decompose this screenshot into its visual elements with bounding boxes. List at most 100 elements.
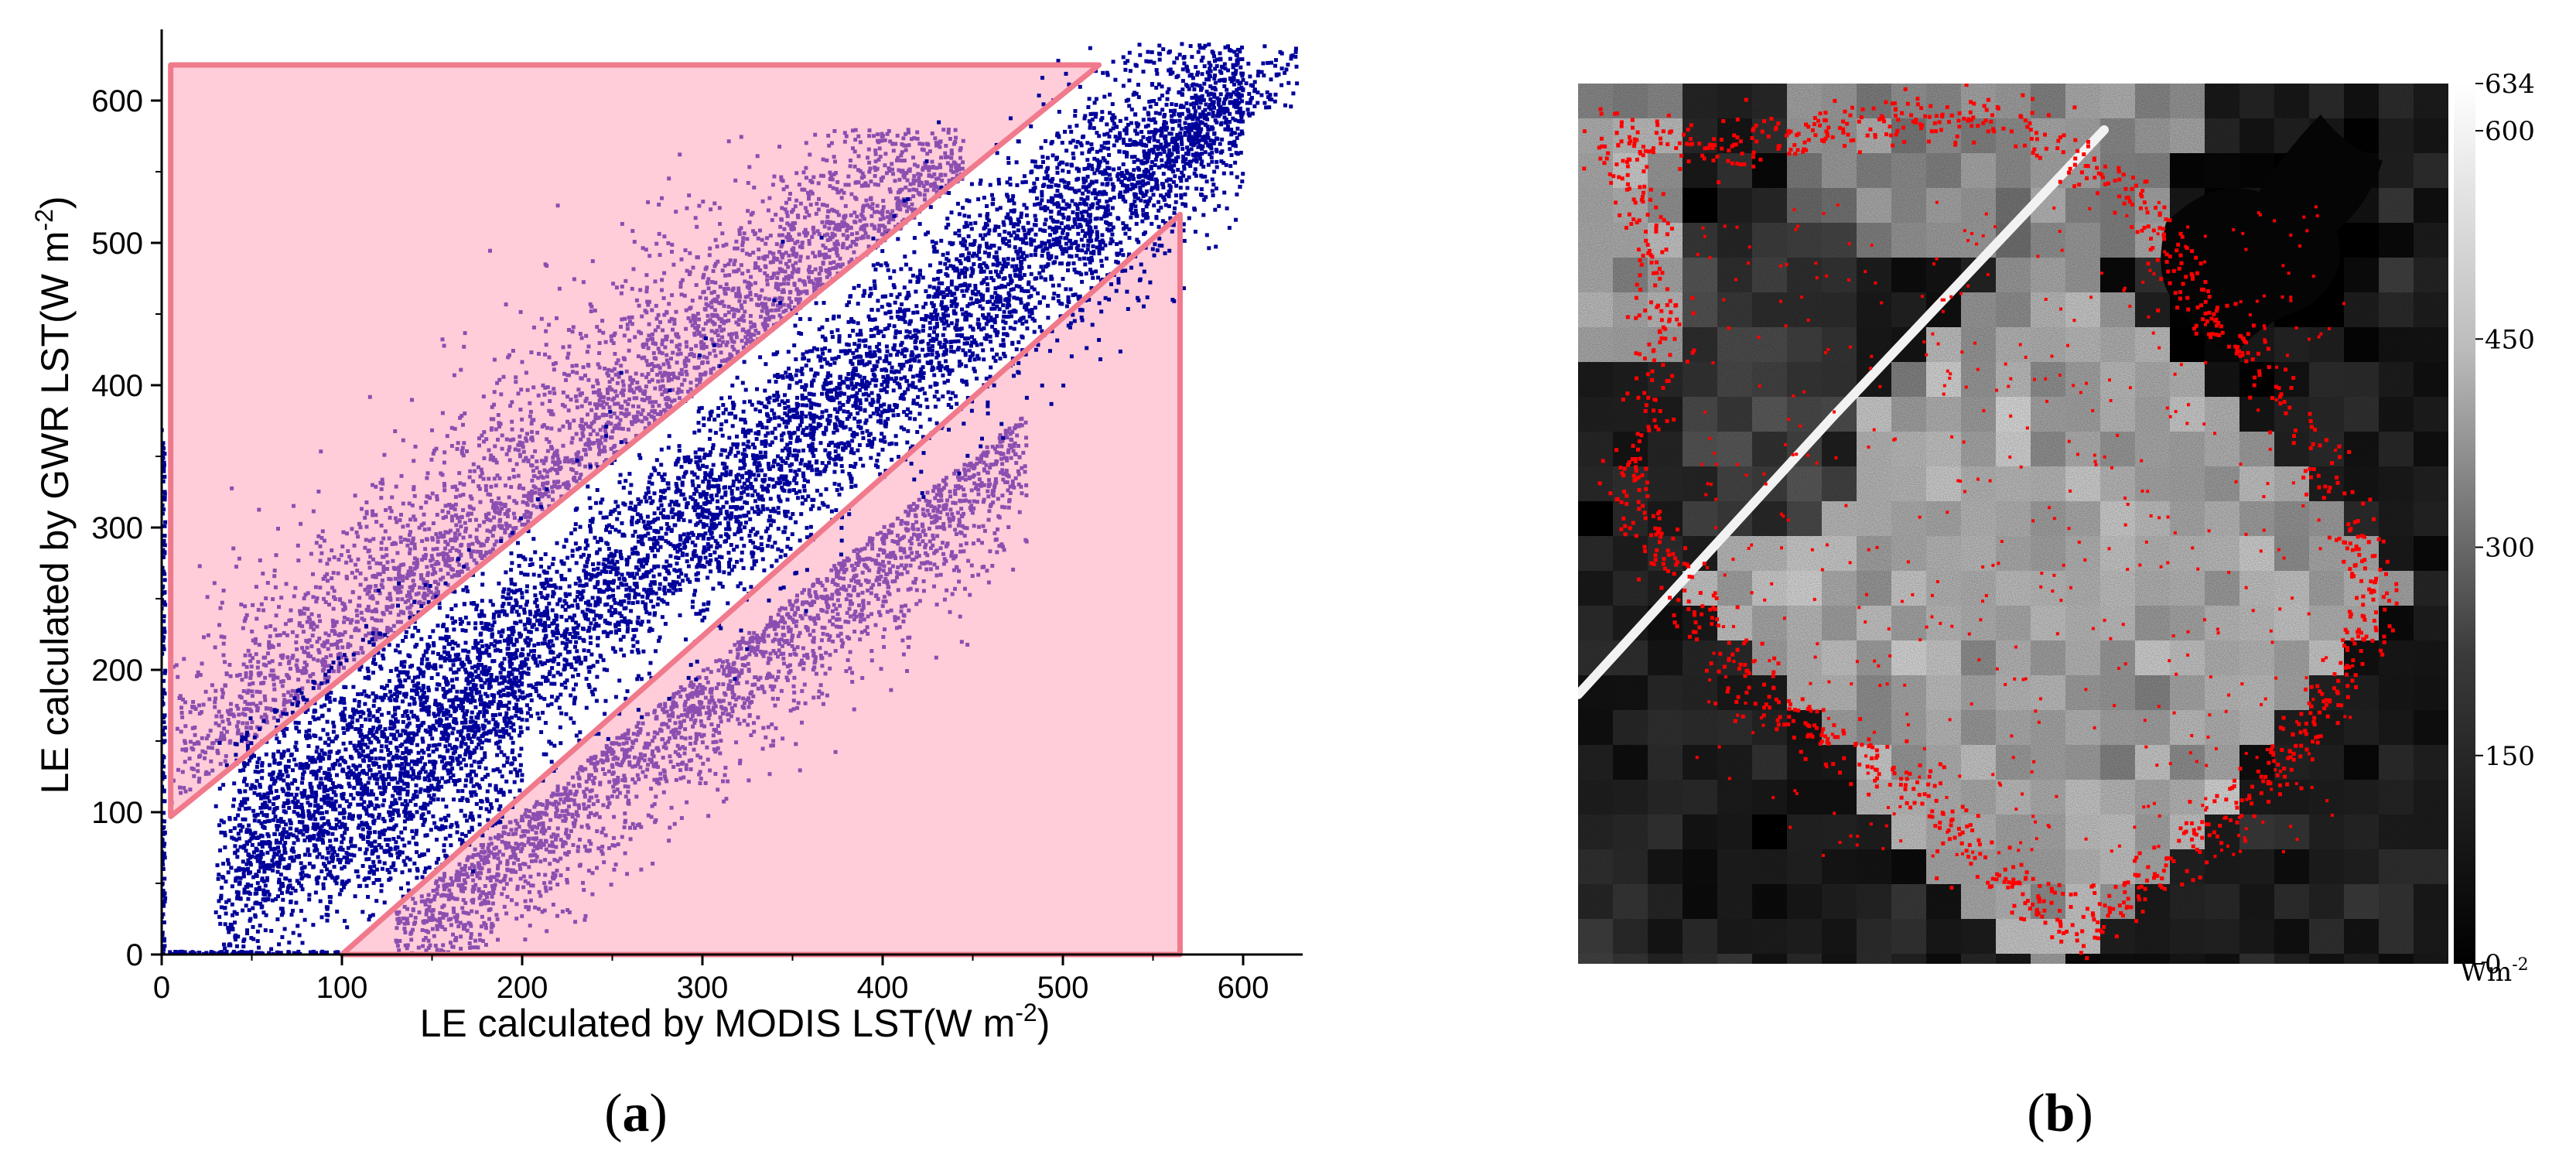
scatter-point [958, 155, 962, 160]
scatter-point [791, 249, 796, 253]
scatter-point [226, 718, 231, 722]
scatter-point [572, 478, 576, 483]
scatter-point [526, 519, 531, 524]
scatter-point [477, 896, 482, 900]
scatter-point [969, 563, 974, 568]
scatter-point [873, 159, 878, 164]
scatter-point [758, 228, 762, 233]
scatter-point [574, 479, 579, 483]
scatter-point [897, 625, 902, 630]
scatter-point [756, 644, 760, 649]
scatter-point [630, 745, 634, 750]
scatter-point [718, 751, 723, 756]
scatter-point [316, 685, 321, 690]
scatter-point [569, 797, 573, 802]
scatter-point [542, 827, 546, 832]
scatter-point [483, 892, 488, 896]
scatter-point [234, 565, 238, 569]
scatter-point [449, 923, 453, 927]
scatter-point [661, 722, 666, 726]
scatter-point [835, 224, 839, 228]
scatter-point [412, 459, 416, 463]
scatter-point [904, 509, 908, 514]
scatter-point [729, 687, 734, 692]
scatter-point [953, 528, 958, 532]
scatter-point [716, 333, 720, 337]
scatter-point [431, 451, 436, 456]
scatter-point [561, 390, 565, 394]
scatter-point [644, 712, 649, 716]
scatter-point [326, 579, 330, 583]
scatter-point [880, 212, 885, 217]
scatter-point [699, 719, 703, 723]
scatter-point [268, 673, 273, 678]
scatter-point [923, 533, 928, 537]
scatter-point [454, 513, 458, 517]
scatter-point [552, 480, 556, 484]
scatter-point [741, 640, 746, 644]
scatter-point [408, 551, 412, 555]
scatter-point [651, 404, 655, 408]
scatter-point [644, 273, 649, 278]
scatter-point [639, 825, 644, 829]
scatter-point [999, 542, 1004, 547]
scatter-point [764, 627, 768, 631]
scatter-point [533, 449, 538, 453]
scatter-point [449, 538, 454, 542]
scatter-point [566, 797, 571, 802]
scatter-point [545, 489, 550, 493]
scatter-point [220, 695, 224, 699]
scatter-point [737, 292, 742, 297]
scatter-point [526, 881, 531, 886]
scatter-point [907, 608, 911, 613]
scatter-point [534, 859, 538, 863]
scatter-point [282, 693, 286, 698]
scatter-point [795, 593, 799, 598]
scatter-point [318, 586, 323, 590]
scatter-point [580, 768, 585, 773]
scatter-point [251, 603, 255, 607]
scatter-point [889, 608, 893, 613]
scatter-point [661, 790, 666, 794]
scatter-point [478, 893, 483, 898]
scatter-point [433, 562, 438, 566]
scatter-point [550, 840, 555, 845]
scatter-point [550, 485, 554, 490]
scatter-point [649, 414, 654, 418]
scatter-point [910, 202, 914, 207]
scatter-point [850, 128, 855, 133]
scatter-point [655, 731, 660, 736]
scatter-point [555, 914, 559, 918]
scatter-point [736, 323, 741, 327]
scatter-point [494, 835, 497, 840]
scatter-point [479, 850, 483, 854]
scatter-point [406, 538, 411, 542]
scatter-point [908, 507, 913, 512]
scatter-point [764, 306, 769, 310]
scatter-point [807, 241, 811, 246]
scatter-point [449, 425, 454, 430]
scatter-point [818, 654, 823, 657]
scatter-point [726, 673, 731, 678]
scatter-point [541, 821, 545, 825]
scatter-point [405, 606, 410, 610]
scatter-point [674, 702, 678, 705]
scatter-point [460, 866, 464, 871]
scatter-point [535, 846, 539, 851]
scatter-point [431, 889, 436, 893]
scatter-point [950, 512, 955, 517]
scatter-point [604, 458, 609, 463]
scatter-point [747, 714, 752, 719]
scatter-point [475, 871, 479, 876]
scatter-point [531, 842, 536, 846]
scatter-point [450, 518, 454, 523]
scatter-point [701, 360, 705, 364]
scatter-point [458, 481, 463, 486]
scatter-point [630, 381, 634, 385]
scatter-point [911, 557, 916, 562]
scatter-point [835, 582, 840, 587]
scatter-point [507, 832, 511, 836]
scatter-point [531, 469, 535, 473]
scatter-point [770, 639, 775, 644]
scatter-point [809, 270, 814, 274]
